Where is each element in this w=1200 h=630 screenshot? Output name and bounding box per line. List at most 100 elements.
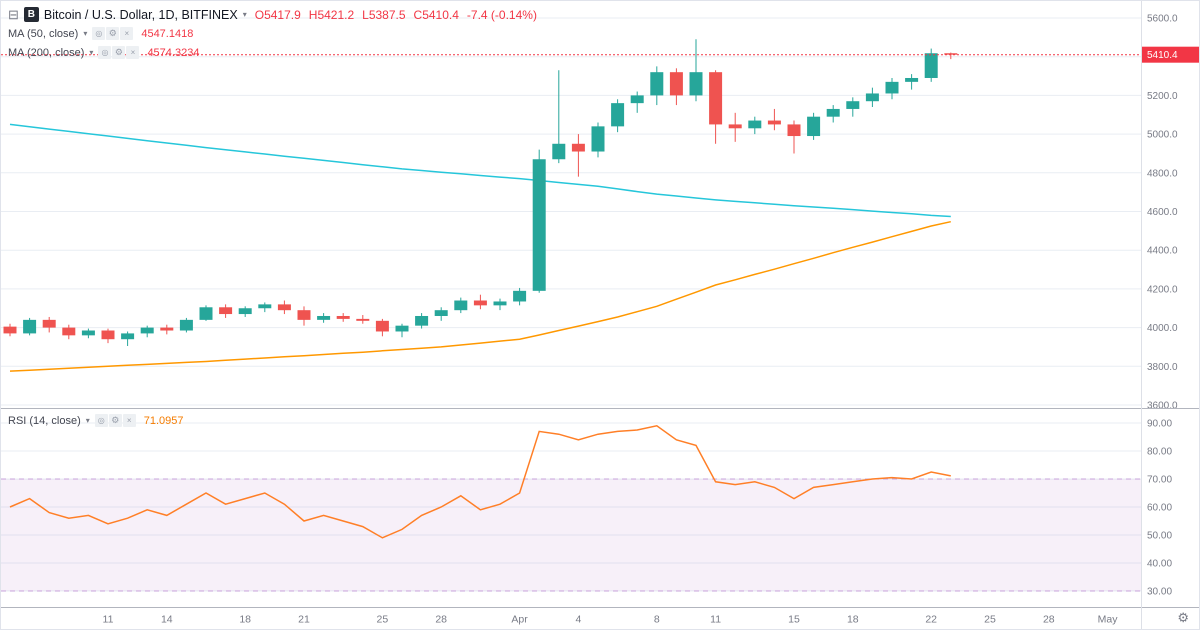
ma200-line <box>9 123 951 218</box>
symbol-row: ⊟ B Bitcoin / U.S. Dollar, 1D, BITFINEX … <box>8 5 537 24</box>
ma50-controls: ◎ ⚙ × <box>92 27 134 40</box>
time-tick-label: 25 <box>984 614 996 626</box>
rsi-label: RSI (14, close) <box>8 414 81 427</box>
candle-body <box>317 315 331 320</box>
current-price-value: 5410.4 <box>1147 50 1178 61</box>
candle-body <box>395 325 409 332</box>
candle-body <box>473 300 487 306</box>
ma200-label: MA (200, close) <box>8 46 85 59</box>
price-tick-label: 3800.0 <box>1147 362 1178 373</box>
ma50-line <box>9 220 951 372</box>
open-value: O5417.9 <box>254 7 301 22</box>
change-value: -7.4 (-0.14%) <box>466 7 537 22</box>
price-tick-label: 4400.0 <box>1147 246 1178 257</box>
close-value: C5410.4 <box>413 7 459 22</box>
ma200-controls: ◎ ⚙ × <box>98 46 140 59</box>
close-icon[interactable]: × <box>126 46 140 59</box>
panel-toggle-icon[interactable]: ⊟ <box>8 7 19 22</box>
candle-body <box>787 124 801 137</box>
candle-body <box>709 72 723 125</box>
time-tick-label: 11 <box>710 614 721 626</box>
time-tick-label: 8 <box>654 614 660 626</box>
rsi-tick-label: 30.00 <box>1147 587 1172 598</box>
candle-body <box>493 301 507 306</box>
close-icon[interactable]: × <box>120 27 134 40</box>
chevron-down-icon[interactable]: ▾ <box>83 29 88 38</box>
price-tick-label: 3600.0 <box>1147 401 1178 412</box>
candle-body <box>826 108 840 117</box>
candle-body <box>807 116 821 137</box>
candle-body <box>591 126 605 152</box>
candle-body <box>375 320 389 332</box>
candle-body <box>846 101 860 109</box>
settings-icon[interactable]: ⚙ <box>108 414 122 427</box>
settings-icon[interactable]: ⚙ <box>106 27 120 40</box>
price-tick-label: 5600.0 <box>1147 14 1178 25</box>
candle-body <box>513 290 527 302</box>
candle-body <box>865 93 879 102</box>
low-value: L5387.5 <box>362 7 406 22</box>
time-tick-label: 14 <box>161 614 173 626</box>
rsi-band <box>1 479 1141 591</box>
time-tick-label: 18 <box>239 614 251 626</box>
rsi-controls: ◎ ⚙ × <box>94 414 136 427</box>
time-axis[interactable] <box>1 606 1141 629</box>
rsi-line <box>9 424 951 539</box>
rsi-tick-label: 40.00 <box>1147 559 1172 570</box>
chevron-down-icon[interactable]: ▾ <box>242 10 247 19</box>
high-value: H5421.2 <box>308 7 355 22</box>
time-tick-label: 28 <box>1043 614 1055 626</box>
chevron-down-icon[interactable]: ▾ <box>85 416 90 425</box>
time-tick-label: 28 <box>435 614 447 626</box>
time-tick-label: 21 <box>298 614 310 626</box>
candle-body <box>219 307 233 315</box>
candle-body <box>258 304 272 309</box>
time-tick-label: 11 <box>103 614 114 626</box>
candle-body <box>42 319 56 328</box>
candle-body <box>121 333 135 340</box>
candle-body <box>199 307 213 320</box>
candle-body <box>23 319 37 334</box>
settings-icon[interactable]: ⚙ <box>112 46 126 59</box>
rsi-tick-label: 70.00 <box>1147 475 1172 486</box>
candle-body <box>689 72 703 96</box>
candle-body <box>3 326 17 334</box>
candle-body <box>415 315 429 326</box>
candle-body <box>552 143 566 160</box>
bitcoin-logo-icon: B <box>23 7 39 22</box>
rsi-tick-label: 60.00 <box>1147 503 1172 514</box>
candle-body <box>238 308 252 315</box>
candle-body <box>336 315 350 319</box>
price-tick-label: 5200.0 <box>1147 91 1178 102</box>
visibility-icon[interactable]: ◎ <box>98 46 112 59</box>
candle-body <box>905 77 919 82</box>
ma200-value: 4574.3234 <box>147 46 200 59</box>
close-icon[interactable]: × <box>122 414 136 427</box>
main-legend: ⊟ B Bitcoin / U.S. Dollar, 1D, BITFINEX … <box>8 5 537 62</box>
rsi-tick-label: 50.00 <box>1147 531 1172 542</box>
candle-body <box>179 319 193 331</box>
price-tick-label: 5000.0 <box>1147 130 1178 141</box>
settings-gear-icon[interactable]: ⚙ <box>1177 610 1189 625</box>
visibility-icon[interactable]: ◎ <box>92 27 106 40</box>
current-price-tag <box>1142 46 1199 63</box>
price-tick-label: 4800.0 <box>1147 168 1178 179</box>
chevron-down-icon[interactable]: ▾ <box>89 48 94 57</box>
price-axis[interactable] <box>1139 1 1199 608</box>
candle-body <box>101 330 115 340</box>
candle-body <box>140 327 154 334</box>
candle-body <box>885 81 899 94</box>
rsi-legend: RSI (14, close) ▾ ◎ ⚙ × 71.0957 <box>8 411 184 430</box>
time-tick-label: 4 <box>575 614 581 626</box>
candle-body <box>297 310 311 320</box>
symbol-title[interactable]: Bitcoin / U.S. Dollar, 1D, BITFINEX <box>43 7 238 22</box>
candle-body <box>611 103 625 127</box>
visibility-icon[interactable]: ◎ <box>94 414 108 427</box>
candle-body <box>62 327 76 336</box>
rsi-legend-row[interactable]: RSI (14, close) ▾ ◎ ⚙ × 71.0957 <box>8 411 184 430</box>
time-tick-label: 22 <box>925 614 937 626</box>
ma200-legend-row[interactable]: MA (200, close) ▾ ◎ ⚙ × 4574.3234 <box>8 43 537 62</box>
ma50-legend-row[interactable]: MA (50, close) ▾ ◎ ⚙ × 4547.1418 <box>8 24 537 43</box>
